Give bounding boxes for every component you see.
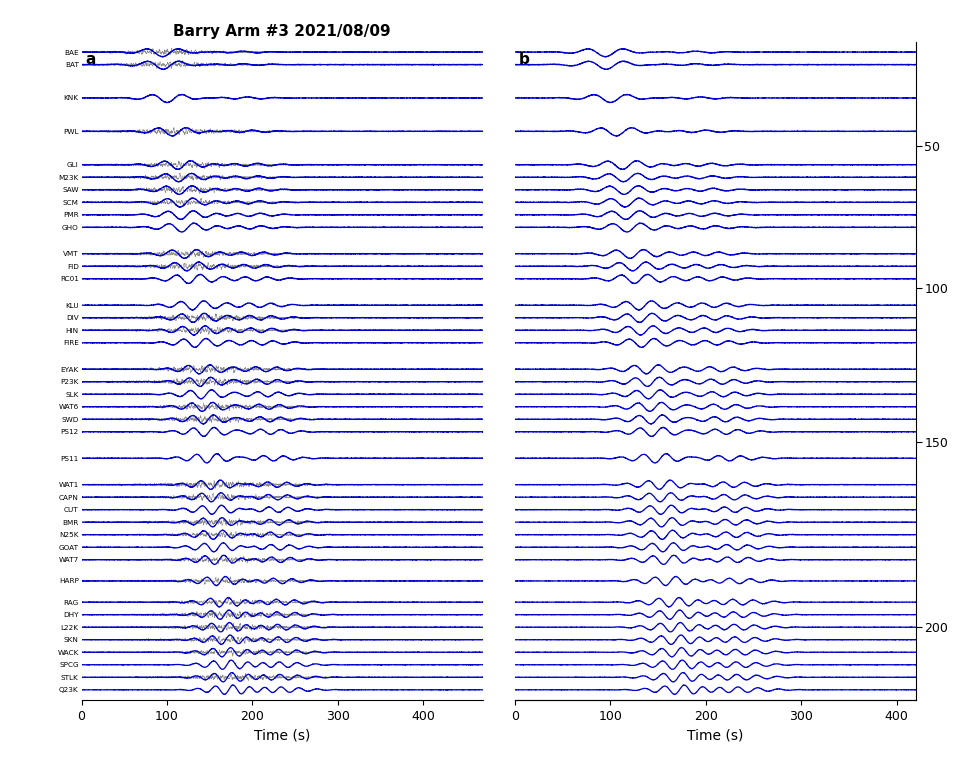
X-axis label: Time (s): Time (s) <box>254 728 311 743</box>
Title: Barry Arm #3 2021/08/09: Barry Arm #3 2021/08/09 <box>174 24 391 39</box>
Text: b: b <box>519 51 529 67</box>
Text: a: a <box>85 51 96 67</box>
X-axis label: Time (s): Time (s) <box>687 728 743 743</box>
